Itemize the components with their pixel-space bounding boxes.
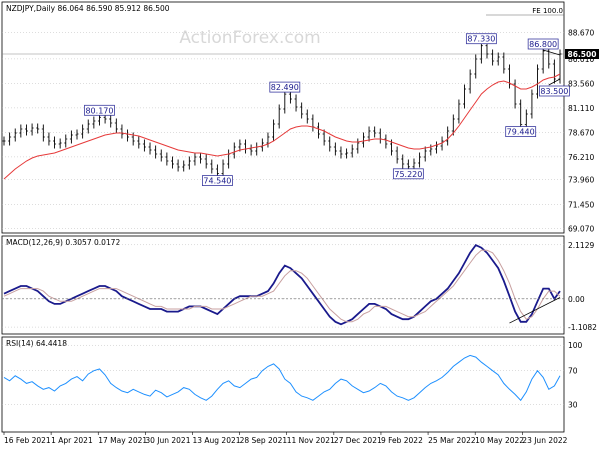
price-annotation-box	[505, 126, 537, 137]
y-tick-label: 0.00	[568, 295, 585, 304]
y-tick-label: 100	[568, 341, 583, 350]
x-tick-label: 10 May 2022	[475, 436, 524, 445]
macd-trendline	[509, 297, 561, 324]
price-annotation-box	[527, 38, 559, 50]
price-annotation-label: 75.220	[394, 170, 422, 179]
rsi-layer	[2, 344, 564, 405]
x-tick-label: 17 May 2021	[98, 436, 147, 445]
moving-average-line	[3, 73, 561, 180]
rsi-panel	[1, 336, 565, 433]
x-tick-label: 9 Feb 2022	[381, 436, 423, 445]
price-annotation-box	[538, 85, 570, 97]
price-annotation-label: 87.330	[467, 35, 495, 44]
y-tick-label: 69.070	[568, 224, 594, 233]
y-tick-label: 30	[568, 401, 578, 410]
x-tick-label: 30 Jun 2021	[145, 436, 190, 445]
x-tick-label: 11 Nov 2021	[287, 436, 335, 445]
price-panel-label: NZDJPY,Daily 86.064 86.590 85.912 86.500	[6, 4, 170, 13]
y-tick-label: 2.1129	[568, 241, 594, 250]
x-tick-label: 28 Sep 2021	[240, 436, 288, 445]
macd-panel-label: MACD(12,26,9) 0.3057 0.0172	[6, 238, 120, 247]
price-annotation-label: 79.440	[507, 128, 535, 137]
price-annotation-label: 83.500	[540, 87, 568, 96]
y-tick-label: 88.670	[568, 28, 594, 37]
x-tick-label: 25 Mar 2022	[428, 436, 476, 445]
macd-panel	[1, 235, 565, 335]
macd-line	[3, 243, 561, 326]
price-annotation-box	[84, 104, 115, 116]
price-annotation-box	[392, 168, 424, 180]
price-annotation-label: 86.800	[529, 40, 557, 49]
y-tick-label: 78.670	[568, 128, 594, 137]
trendline	[548, 78, 561, 86]
y-tick-label: 86.010	[568, 55, 594, 64]
watermark: ActionForex.com	[179, 28, 320, 48]
current-price-badge: 86.500	[565, 49, 599, 59]
macd-layer	[2, 243, 564, 328]
rsi-panel-label: RSI(14) 64.4418	[6, 339, 67, 348]
y-tick-label: 71.450	[568, 201, 594, 210]
x-tick-label: 27 Dec 2021	[334, 436, 382, 445]
y-tick-label: 73.960	[568, 175, 594, 184]
price-annotation-box	[269, 81, 301, 93]
price-annotation-box	[465, 33, 497, 45]
y-tick-label: 83.560	[568, 79, 594, 88]
trendline	[543, 49, 561, 56]
y-tick-label: 81.110	[568, 104, 594, 113]
y-tick-label: 70	[568, 367, 578, 376]
price-annotation-label: 80.170	[85, 106, 113, 115]
price-annotation-label: 82.490	[271, 83, 299, 92]
price-annotation-label: 74.540	[203, 177, 231, 186]
y-tick-label: -1.1082	[568, 323, 597, 332]
signal-line	[3, 249, 561, 323]
y-tick-label: 76.210	[568, 153, 594, 162]
price-layer: 80.170 74.540 82.490 75.220 87.330 79.440 86.8…	[2, 32, 570, 229]
fe-label: FE 100.0	[532, 7, 563, 15]
x-tick-label: 23 Jun 2022	[522, 436, 567, 445]
rsi-line	[3, 354, 561, 402]
price-annotation-box	[202, 175, 233, 187]
axes-layer: 88.670 86.010 83.560 81.110 78.670 76.210 73.9…	[3, 28, 597, 445]
x-tick-label: 16 Feb 2021	[4, 436, 51, 445]
x-tick-label: 13 Aug 2021	[192, 436, 240, 445]
x-tick-label: 1 Apr 2021	[51, 436, 93, 445]
svg-text:86.500: 86.500	[568, 50, 597, 59]
